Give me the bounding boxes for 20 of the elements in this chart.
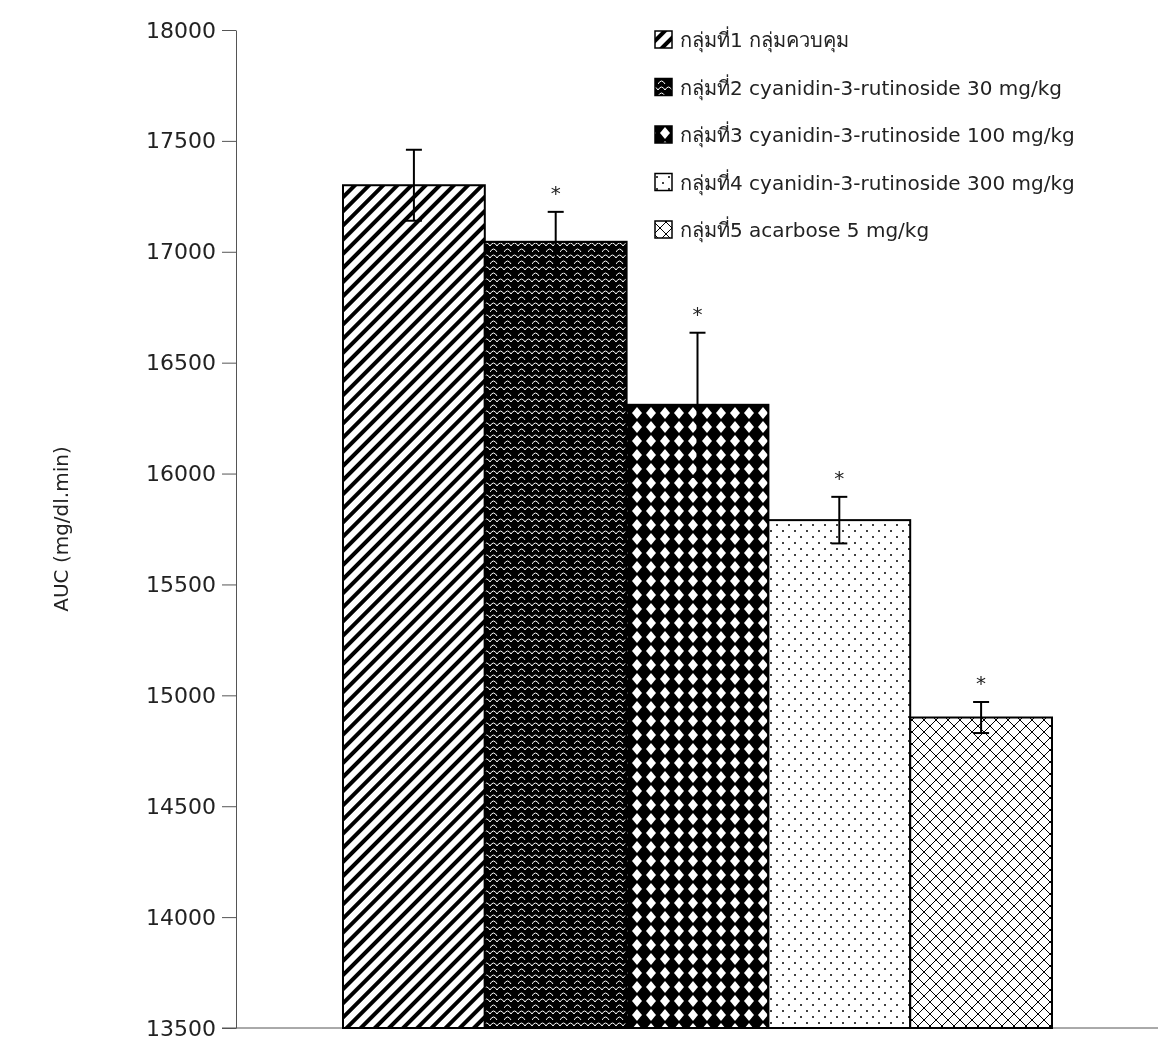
annotation: *: [550, 180, 561, 205]
legend-label: กลุ่มที่3 cyanidin-3-rutinoside 100 mg/kg: [680, 121, 1075, 148]
y-tick-label: 14000: [146, 904, 216, 930]
annotation: *: [834, 465, 845, 490]
y-axis-title: AUC (mg/dl.min): [49, 446, 73, 612]
y-tick-label: 15500: [146, 571, 216, 597]
y-tick-label: 15000: [146, 682, 216, 708]
annotation: *: [976, 670, 987, 695]
legend-label: กลุ่มที่1 กลุ่มควบคุม: [680, 26, 850, 53]
annotation: *: [692, 301, 703, 326]
y-tick-label: 16500: [146, 350, 216, 376]
y-tick-label: 18000: [146, 17, 216, 43]
y-tick-label: 14500: [146, 793, 216, 819]
y-tick-label: 16000: [146, 461, 216, 487]
legend-label: กลุ่มที่2 cyanidin-3-rutinoside 30 mg/kg: [680, 73, 1063, 101]
y-tick-label: 17500: [146, 128, 216, 154]
legend-label: กลุ่มที่4 cyanidin-3-rutinoside 300 mg/kg: [680, 168, 1075, 196]
legend-label: กลุ่มที่5 acarbose 5 mg/kg: [680, 216, 930, 243]
y-tick-label: 13500: [146, 1015, 216, 1041]
y-tick-label: 17000: [146, 239, 216, 265]
